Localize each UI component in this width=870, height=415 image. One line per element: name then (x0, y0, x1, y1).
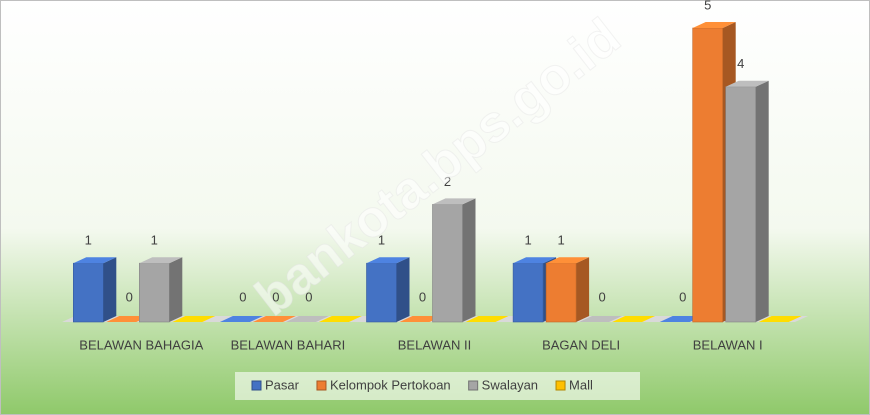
bar-top (659, 316, 703, 322)
data-label: 0 (126, 289, 133, 304)
x-tick-label: BELAWAN BAHAGIA (79, 337, 203, 352)
data-label: 0 (272, 289, 279, 304)
bar-top (758, 316, 802, 322)
bar (725, 80, 769, 323)
x-tick-label: BELAWAN BAHARI (231, 337, 346, 352)
data-label: 1 (557, 233, 564, 248)
bar (73, 257, 117, 323)
legend-label: Pasar (265, 377, 300, 392)
data-label: 1 (378, 233, 385, 248)
bar-top (318, 316, 362, 322)
bar-side (755, 80, 769, 322)
bar-top (579, 316, 623, 322)
bar-top (725, 80, 769, 87)
legend-label: Mall (569, 377, 593, 392)
bar-side (462, 198, 476, 322)
bar-top (465, 316, 509, 322)
bar-front (73, 262, 104, 323)
bar-side (169, 257, 183, 322)
data-label: 1 (85, 233, 92, 248)
data-label: 0 (239, 289, 246, 304)
bar (579, 316, 623, 322)
data-label: 1 (524, 233, 531, 248)
bar-front (545, 262, 577, 323)
bar-top (513, 257, 557, 264)
bar-front (366, 262, 397, 323)
bar (219, 316, 263, 322)
bar-front (432, 204, 463, 323)
bar (172, 316, 216, 322)
bar (612, 316, 656, 322)
legend-swatch (316, 380, 327, 391)
bar (366, 257, 410, 323)
bar (285, 316, 329, 322)
legend-swatch (555, 380, 566, 391)
bar (106, 316, 150, 322)
bar (252, 316, 296, 322)
x-tick-label: BELAWAN I (693, 337, 763, 352)
legend (235, 372, 640, 400)
bar (465, 316, 509, 322)
bar-top (219, 316, 263, 322)
bar-top (285, 316, 329, 322)
bar (659, 316, 703, 322)
bar-top (399, 316, 443, 322)
data-label: 5 (704, 0, 711, 12)
bar-top (692, 22, 736, 28)
bar (545, 257, 590, 323)
data-label: 0 (598, 289, 605, 304)
bar (758, 316, 802, 322)
bar-side (103, 257, 117, 322)
bar-top (366, 257, 410, 264)
bar (139, 257, 183, 323)
data-label: 0 (419, 289, 426, 304)
bar-front (692, 27, 724, 323)
legend-swatch (468, 380, 479, 391)
x-tick-label: BELAWAN II (398, 337, 471, 352)
bar-top (546, 257, 590, 264)
bar-top (73, 257, 117, 264)
bar-top (252, 316, 296, 322)
bar-front (512, 262, 544, 323)
bar-top (432, 198, 476, 205)
data-label: 4 (737, 56, 744, 71)
legend-label: Swalayan (482, 377, 538, 392)
data-label: 0 (305, 289, 312, 304)
bar-top (106, 316, 150, 322)
bar-side (396, 257, 410, 322)
x-tick-label: BAGAN DELI (542, 337, 620, 352)
bar-top (172, 316, 216, 322)
bar-top (139, 257, 183, 264)
bar (432, 198, 476, 323)
legend-swatch (251, 380, 262, 391)
data-label: 0 (679, 289, 686, 304)
bar-front (725, 86, 757, 323)
bar-front (139, 262, 170, 323)
bar (399, 316, 443, 322)
data-label: 2 (444, 174, 451, 189)
bar-top (612, 316, 656, 322)
bar-side (576, 257, 590, 322)
data-label: 1 (151, 233, 158, 248)
bar (318, 316, 362, 322)
legend-label: Kelompok Pertokoan (330, 377, 451, 392)
